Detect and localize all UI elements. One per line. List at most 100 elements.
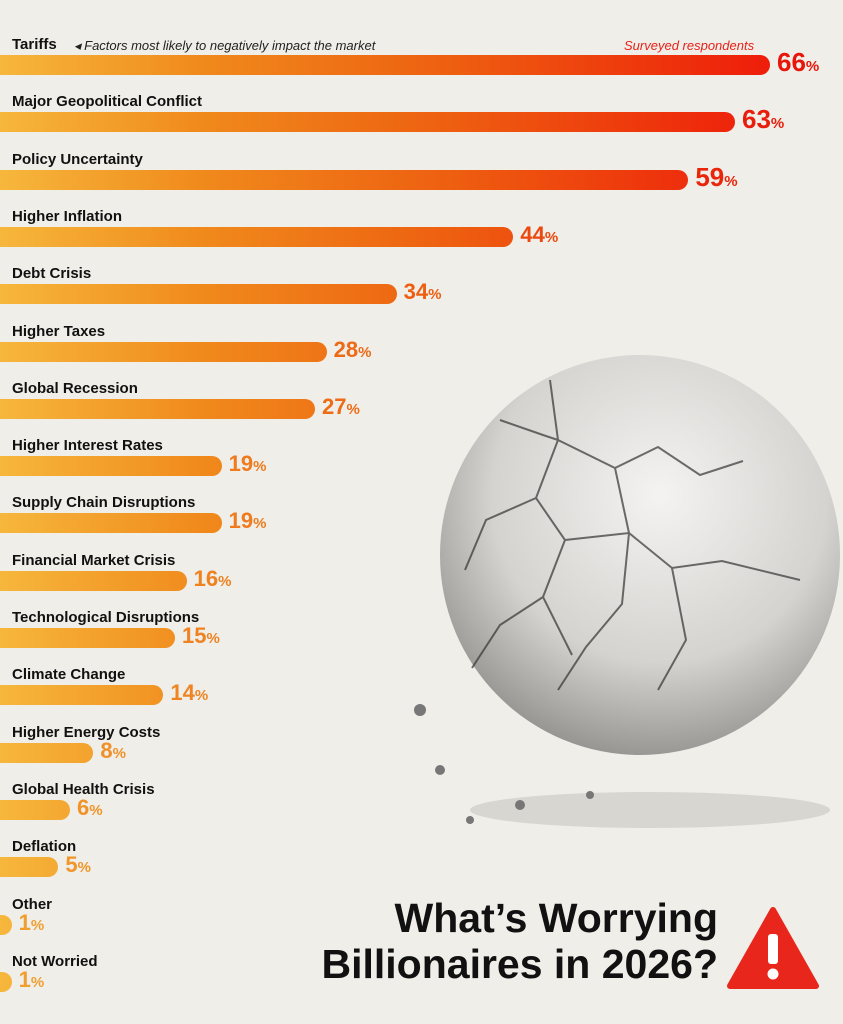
category-label: Not Worried <box>12 952 98 970</box>
bar-row: Technological Disruptions 15% <box>0 609 843 659</box>
value-label: 34% <box>404 279 442 305</box>
value-number: 5 <box>65 852 78 878</box>
bar-row: Global Health Crisis 6% <box>0 781 843 831</box>
bar-row: Policy Uncertainty 59% <box>0 151 843 201</box>
value-number: 16 <box>193 565 219 591</box>
bar-row: Major Geopolitical Conflict 63% <box>0 93 843 143</box>
bar <box>0 284 397 305</box>
bar <box>0 341 327 362</box>
value-unit: % <box>206 630 220 647</box>
value-label: 63% <box>742 104 784 135</box>
chart-subtitle: ◂ Factors most likely to negatively impa… <box>74 38 376 53</box>
bar-row: Higher Taxes 28% <box>0 323 843 373</box>
value-unit: % <box>30 916 45 934</box>
value-unit: % <box>805 58 820 75</box>
cracked-globe-image <box>414 355 840 828</box>
value-number: 34 <box>403 279 429 305</box>
value-unit: % <box>358 343 372 361</box>
value-unit: % <box>30 973 45 991</box>
bar-row: Deflation 5% <box>0 838 843 888</box>
value-unit: % <box>218 572 232 590</box>
value-label: 15% <box>182 623 220 649</box>
value-number: 66 <box>777 47 806 77</box>
value-label: 19% <box>229 451 267 477</box>
bar <box>0 742 94 763</box>
value-label: 44% <box>520 222 558 248</box>
bar <box>0 513 222 534</box>
bar-row: Global Recession 27% <box>0 380 843 430</box>
bar <box>0 169 689 190</box>
value-number: 19 <box>228 451 254 477</box>
value-number: 63 <box>742 104 771 135</box>
warning-triangle-icon <box>727 907 819 989</box>
value-number: 6 <box>77 794 90 820</box>
value-label: 8% <box>100 738 126 764</box>
value-label: 1% <box>19 910 45 936</box>
bar-row: Supply Chain Disruptions 19% <box>0 494 843 544</box>
value-number: 28 <box>333 336 359 362</box>
category-label: Global Health Crisis <box>12 780 155 798</box>
value-unit: % <box>544 228 559 246</box>
value-number: 8 <box>100 737 113 763</box>
bar <box>0 799 70 820</box>
category-label: Financial Market Crisis <box>12 551 176 569</box>
value-label: 19% <box>229 508 267 534</box>
bar <box>0 857 59 878</box>
category-label: Other <box>12 895 53 913</box>
value-label: 27% <box>322 394 360 420</box>
value-unit: % <box>253 458 267 476</box>
category-label: Debt Crisis <box>12 265 92 283</box>
category-label: Global Recession <box>12 379 138 397</box>
value-number: 15 <box>182 623 207 648</box>
bar <box>0 914 12 935</box>
bar <box>0 112 735 133</box>
bar-row: Climate Change 14% <box>0 666 843 716</box>
category-label: Policy Uncertainty <box>12 150 143 168</box>
bar-row: Debt Crisis 34% <box>0 265 843 315</box>
bar <box>0 685 164 706</box>
category-label: Higher Taxes <box>12 322 106 340</box>
value-unit: % <box>194 687 209 705</box>
bar-row: Other 1% <box>0 896 843 946</box>
value-label: 59% <box>695 162 737 193</box>
value-number: 44 <box>520 221 545 247</box>
category-label: Climate Change <box>12 666 126 684</box>
value-number: 27 <box>322 393 347 419</box>
category-label: Supply Chain Disruptions <box>12 494 196 512</box>
bar-row: Higher Inflation 44% <box>0 208 843 258</box>
subtitle-text: Factors most likely to negatively impact… <box>84 38 376 53</box>
value-label: 14% <box>170 680 208 706</box>
bar <box>0 570 187 591</box>
category-label: Higher Energy Costs <box>12 723 161 741</box>
value-number: 1 <box>18 909 31 935</box>
value-label: 1% <box>19 967 45 993</box>
value-number: 14 <box>170 680 195 706</box>
bar <box>0 55 770 75</box>
value-label: 6% <box>77 795 103 821</box>
value-number: 19 <box>228 508 254 534</box>
value-label: 5% <box>65 852 91 878</box>
value-unit: % <box>112 744 126 762</box>
bar-row: Higher Energy Costs 8% <box>0 724 843 774</box>
value-label: 28% <box>334 337 372 363</box>
value-unit: % <box>253 515 267 533</box>
category-label: Higher Interest Rates <box>12 437 163 455</box>
value-label: 66% <box>777 47 819 78</box>
category-label: Higher Inflation <box>12 207 122 225</box>
title-line-2: Billionaires in 2026? <box>321 941 719 987</box>
bar <box>0 971 12 992</box>
bar <box>0 398 315 419</box>
value-unit: % <box>77 859 91 877</box>
value-unit: % <box>428 286 442 304</box>
bar <box>0 628 175 648</box>
category-label: Deflation <box>12 838 77 856</box>
value-unit: % <box>346 400 360 418</box>
bar-row: Higher Interest Rates 19% <box>0 437 843 487</box>
bar <box>0 456 222 477</box>
value-number: 1 <box>18 966 31 992</box>
category-label: Major Geopolitical Conflict <box>12 93 203 111</box>
legend-label: Surveyed respondents <box>624 38 755 53</box>
title-line-1: What’s Worrying <box>394 895 718 941</box>
bar-row: Tariffs 66% <box>0 36 843 86</box>
bar <box>0 226 514 247</box>
